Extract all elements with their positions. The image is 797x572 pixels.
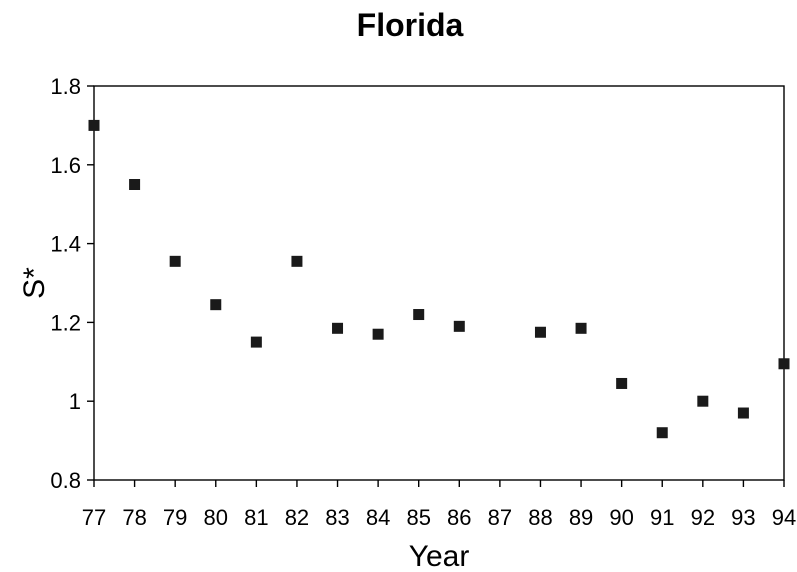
x-tick-label: 87 bbox=[488, 505, 512, 530]
data-point bbox=[250, 336, 262, 348]
data-point bbox=[88, 119, 100, 131]
data-point bbox=[169, 255, 181, 267]
y-axis-label: S* bbox=[18, 267, 51, 299]
x-tick-label: 88 bbox=[528, 505, 552, 530]
chart-title: Florida bbox=[357, 7, 464, 43]
data-series bbox=[88, 119, 790, 439]
data-point bbox=[210, 299, 222, 311]
data-point bbox=[372, 328, 384, 340]
data-point bbox=[453, 320, 465, 332]
x-tick-label: 90 bbox=[609, 505, 633, 530]
y-tick-label: 1.2 bbox=[50, 310, 81, 335]
x-tick-label: 86 bbox=[447, 505, 471, 530]
x-tick-label: 94 bbox=[772, 505, 796, 530]
x-axis: 77 78 79 80 81 82 83 84 85 86 87 88 89 90 91 92 93 94 bbox=[82, 480, 796, 530]
data-point bbox=[291, 255, 303, 267]
data-point bbox=[534, 326, 546, 338]
x-tick-label: 78 bbox=[122, 505, 146, 530]
y-tick-label: 1.6 bbox=[50, 153, 81, 178]
plot-area bbox=[93, 85, 785, 481]
data-point bbox=[332, 322, 344, 334]
x-tick-label: 81 bbox=[244, 505, 268, 530]
x-tick-label: 80 bbox=[204, 505, 228, 530]
data-point bbox=[778, 358, 790, 370]
y-tick-label: 0.8 bbox=[50, 468, 81, 493]
data-point bbox=[616, 377, 628, 389]
data-point bbox=[575, 322, 587, 334]
data-point bbox=[697, 395, 709, 407]
y-tick-label: 1.8 bbox=[50, 74, 81, 99]
y-axis: 0.8 1 1.2 1.4 1.6 1.8 bbox=[50, 74, 94, 493]
x-tick-label: 79 bbox=[163, 505, 187, 530]
y-tick-label: 1.4 bbox=[50, 232, 81, 257]
x-tick-label: 84 bbox=[366, 505, 390, 530]
x-tick-label: 92 bbox=[691, 505, 715, 530]
x-tick-label: 93 bbox=[731, 505, 755, 530]
data-point bbox=[129, 179, 141, 190]
x-tick-label: 77 bbox=[82, 505, 106, 530]
x-tick-label: 85 bbox=[406, 505, 430, 530]
x-tick-label: 82 bbox=[285, 505, 309, 530]
x-tick-label: 89 bbox=[569, 505, 593, 530]
x-tick-label: 91 bbox=[650, 505, 674, 530]
data-point bbox=[737, 407, 749, 419]
y-tick-label: 1 bbox=[69, 389, 81, 414]
data-point bbox=[656, 427, 668, 439]
data-point bbox=[413, 309, 425, 321]
x-tick-label: 83 bbox=[325, 505, 349, 530]
x-axis-label: Year bbox=[409, 540, 470, 572]
